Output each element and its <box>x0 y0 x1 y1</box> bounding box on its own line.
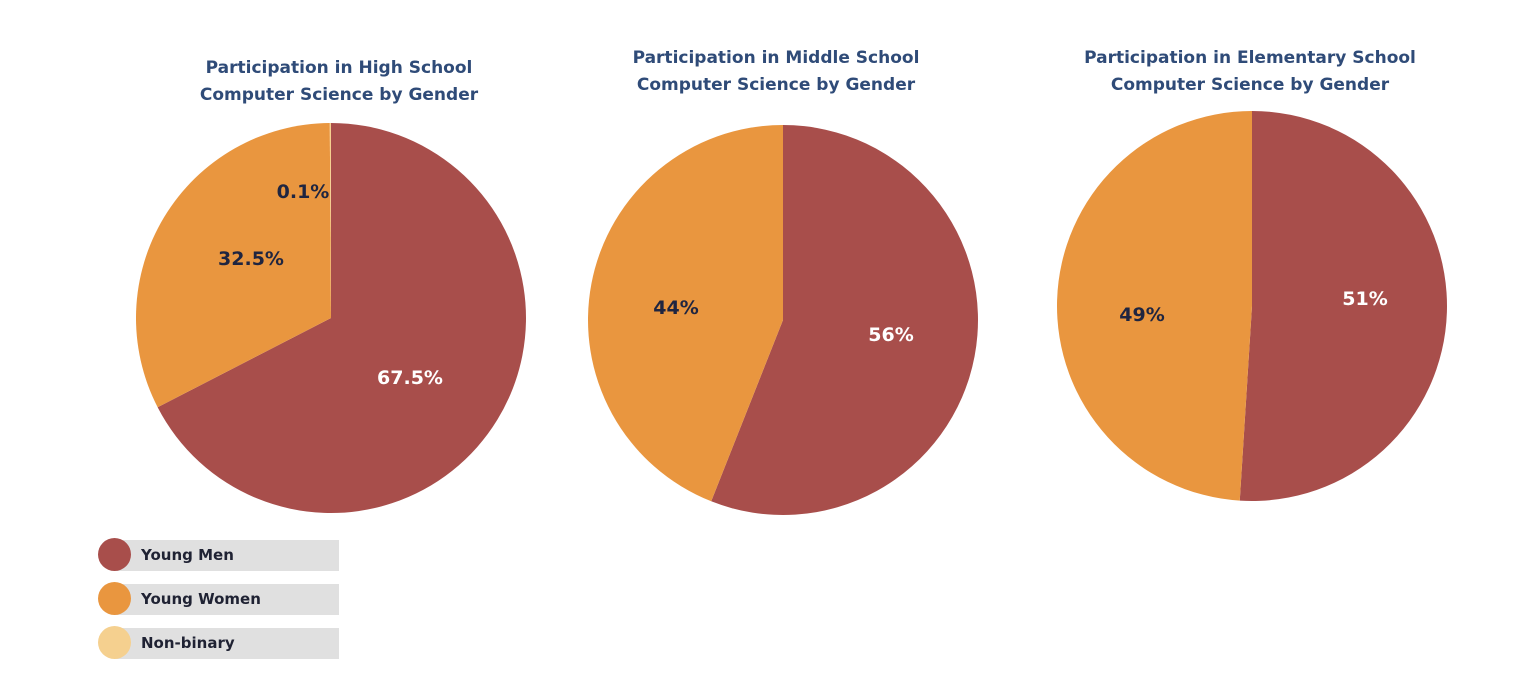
legend-item-non-binary: Non-binary <box>98 626 340 660</box>
legend-label: Non-binary <box>141 634 235 652</box>
data-label: 44% <box>653 297 698 319</box>
pie-chart-2: Participation in Middle School Computer S… <box>588 48 979 515</box>
chart-title: Participation in Middle School <box>633 48 920 68</box>
pie-slice-young-men <box>711 125 979 515</box>
legend-item-young-men: Young Men <box>98 538 340 572</box>
chart-title: Computer Science by Gender <box>1111 75 1390 95</box>
data-label: 0.1% <box>277 181 330 203</box>
pie-slice-young-women <box>588 125 783 502</box>
data-label: 49% <box>1119 304 1164 326</box>
pie-slice-non-binary <box>329 123 331 318</box>
data-label: 67.5% <box>377 367 443 389</box>
data-label: 32.5% <box>218 248 284 270</box>
legend-swatch-young-women <box>98 582 131 615</box>
chart-title: Participation in High School <box>206 58 473 78</box>
legend-label: Young Women <box>141 590 261 608</box>
legend-label: Young Men <box>141 546 234 564</box>
legend-swatch-young-men <box>98 538 131 571</box>
legend-swatch-non-binary <box>98 626 131 659</box>
chart-title: Computer Science by Gender <box>200 85 479 105</box>
data-label: 56% <box>868 324 913 346</box>
pie-slice-young-men <box>1239 111 1447 501</box>
pie-chart-1: Participation in High School Computer Sci… <box>135 58 526 513</box>
legend-item-young-women: Young Women <box>98 582 340 616</box>
chart-title: Computer Science by Gender <box>637 75 916 95</box>
pie-chart-3: Participation in Elementary School Comput… <box>1056 48 1447 501</box>
chart-title: Participation in Elementary School <box>1084 48 1416 68</box>
pie-slice-young-men <box>157 123 526 513</box>
pie-slice-young-women <box>135 123 331 408</box>
pie-slice-young-women <box>1056 111 1252 501</box>
data-label: 51% <box>1342 288 1387 310</box>
